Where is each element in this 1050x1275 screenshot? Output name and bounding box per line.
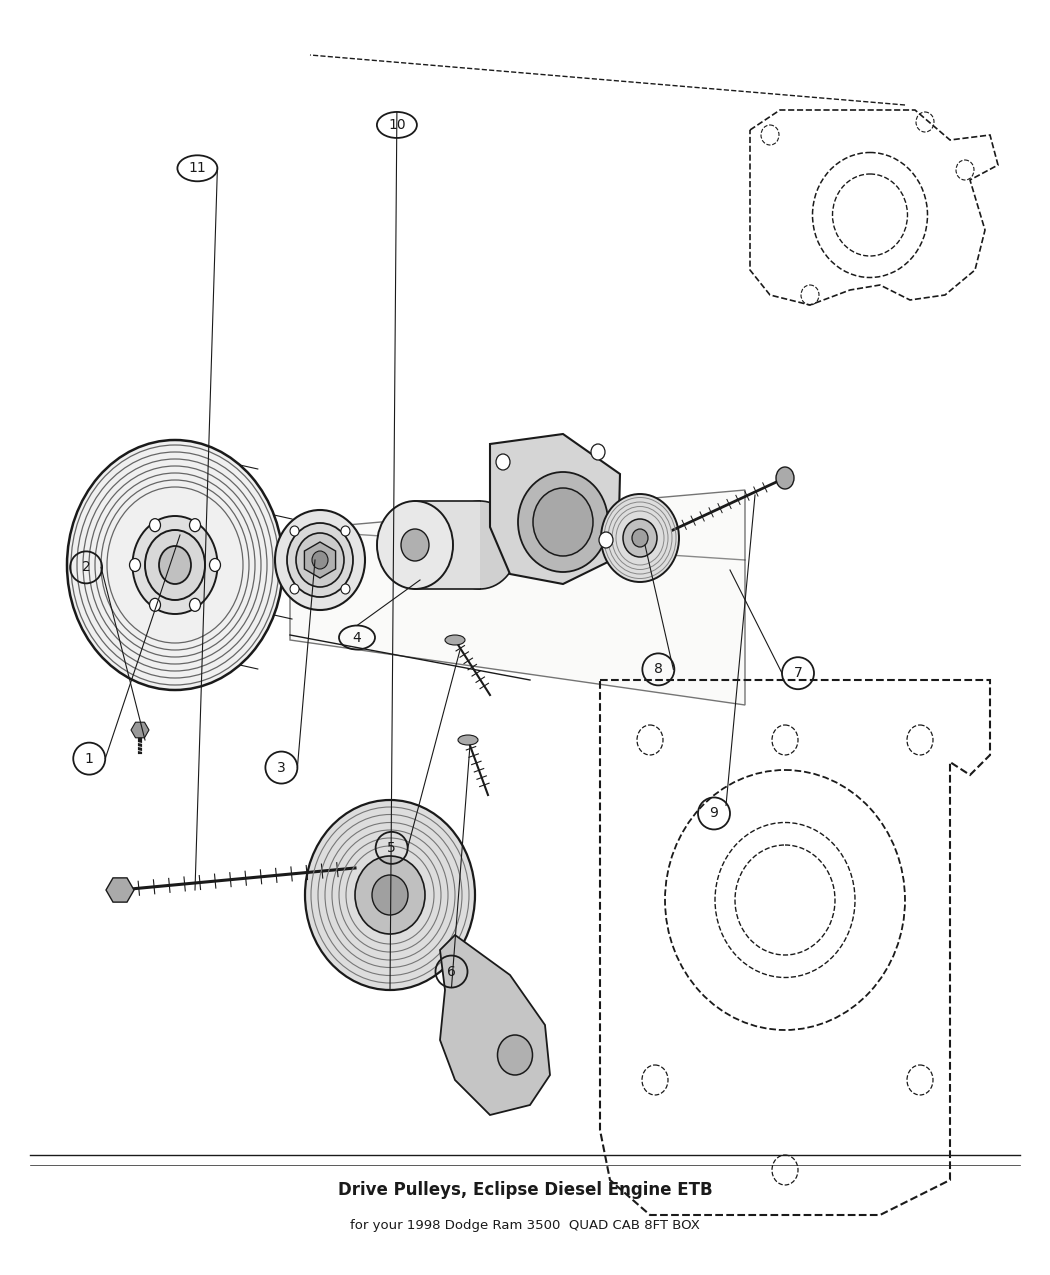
Ellipse shape	[145, 530, 205, 601]
Ellipse shape	[189, 598, 201, 611]
Ellipse shape	[496, 454, 510, 470]
Ellipse shape	[296, 533, 344, 586]
Text: 6: 6	[447, 965, 456, 978]
Ellipse shape	[372, 875, 408, 915]
Ellipse shape	[290, 584, 299, 594]
Ellipse shape	[210, 558, 220, 571]
Ellipse shape	[341, 527, 350, 535]
Ellipse shape	[355, 856, 425, 935]
Polygon shape	[490, 434, 620, 584]
Text: for your 1998 Dodge Ram 3500  QUAD CAB 8FT BOX: for your 1998 Dodge Ram 3500 QUAD CAB 8F…	[350, 1219, 700, 1232]
Ellipse shape	[598, 532, 613, 548]
Ellipse shape	[290, 527, 299, 535]
Ellipse shape	[533, 488, 593, 556]
Polygon shape	[415, 501, 480, 589]
Ellipse shape	[377, 501, 453, 589]
Ellipse shape	[442, 501, 518, 589]
Text: 4: 4	[353, 631, 361, 644]
Text: 9: 9	[710, 807, 718, 820]
Ellipse shape	[498, 1035, 532, 1075]
Ellipse shape	[132, 516, 217, 615]
Ellipse shape	[287, 523, 353, 597]
Text: 11: 11	[189, 162, 206, 175]
Ellipse shape	[149, 519, 161, 532]
Ellipse shape	[341, 584, 350, 594]
Text: 3: 3	[277, 761, 286, 774]
Polygon shape	[290, 490, 746, 705]
Ellipse shape	[159, 546, 191, 584]
Ellipse shape	[312, 551, 328, 569]
Text: 10: 10	[388, 119, 405, 131]
Ellipse shape	[149, 598, 161, 611]
Text: 8: 8	[654, 663, 663, 676]
Ellipse shape	[776, 467, 794, 490]
Ellipse shape	[445, 635, 465, 645]
Text: 2: 2	[82, 561, 90, 574]
Ellipse shape	[623, 519, 657, 557]
Ellipse shape	[67, 440, 284, 690]
Polygon shape	[440, 935, 550, 1116]
Ellipse shape	[129, 558, 141, 571]
Ellipse shape	[458, 734, 478, 745]
Text: Drive Pulleys, Eclipse Diesel Engine ETB: Drive Pulleys, Eclipse Diesel Engine ETB	[338, 1181, 712, 1198]
Ellipse shape	[304, 799, 475, 989]
Ellipse shape	[632, 529, 648, 547]
Ellipse shape	[189, 519, 201, 532]
Ellipse shape	[518, 472, 608, 572]
Text: 1: 1	[85, 752, 93, 765]
Ellipse shape	[601, 493, 679, 581]
Text: 5: 5	[387, 842, 396, 854]
Ellipse shape	[401, 529, 429, 561]
Ellipse shape	[275, 510, 365, 609]
Text: 7: 7	[794, 667, 802, 680]
Ellipse shape	[591, 444, 605, 460]
